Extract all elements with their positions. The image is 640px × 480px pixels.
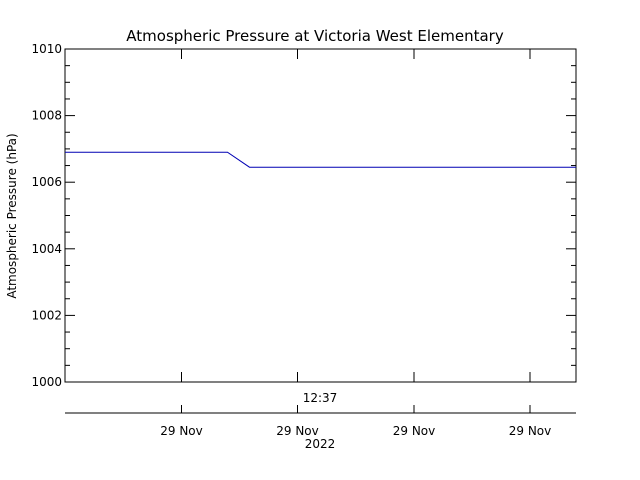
y-axis-label: Atmospheric Pressure (hPa) xyxy=(5,133,19,298)
time-label: 12:37 xyxy=(303,391,338,405)
y-tick-label: 1008 xyxy=(31,109,62,123)
y-tick-label: 1006 xyxy=(31,175,62,189)
y-tick-label: 1004 xyxy=(31,242,62,256)
pressure-series-line xyxy=(65,151,576,168)
plot-frame xyxy=(64,48,577,383)
date-tick-label: 29 Nov xyxy=(509,424,552,438)
chart-title: Atmospheric Pressure at Victoria West El… xyxy=(126,27,504,45)
y-tick-label: 1010 xyxy=(31,42,62,56)
y-tick-label: 1002 xyxy=(31,308,62,322)
year-label: 2022 xyxy=(305,437,336,451)
date-tick-label: 29 Nov xyxy=(276,424,319,438)
date-tick-label: 29 Nov xyxy=(160,424,203,438)
plot-area: 1000 1002 1004 1006 1008 1010 29 Nov 29 Nov 29 N… xyxy=(31,42,577,438)
y-tick-label: 1000 xyxy=(31,375,62,389)
date-tick-label: 29 Nov xyxy=(393,424,436,438)
